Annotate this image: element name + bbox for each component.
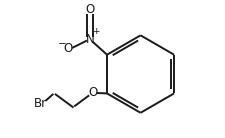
- Text: O: O: [85, 3, 94, 16]
- Text: N: N: [85, 33, 94, 46]
- Text: O: O: [63, 42, 72, 55]
- Text: −: −: [57, 39, 66, 49]
- Text: +: +: [91, 27, 99, 36]
- Text: O: O: [88, 86, 97, 99]
- Text: Br: Br: [34, 97, 47, 110]
